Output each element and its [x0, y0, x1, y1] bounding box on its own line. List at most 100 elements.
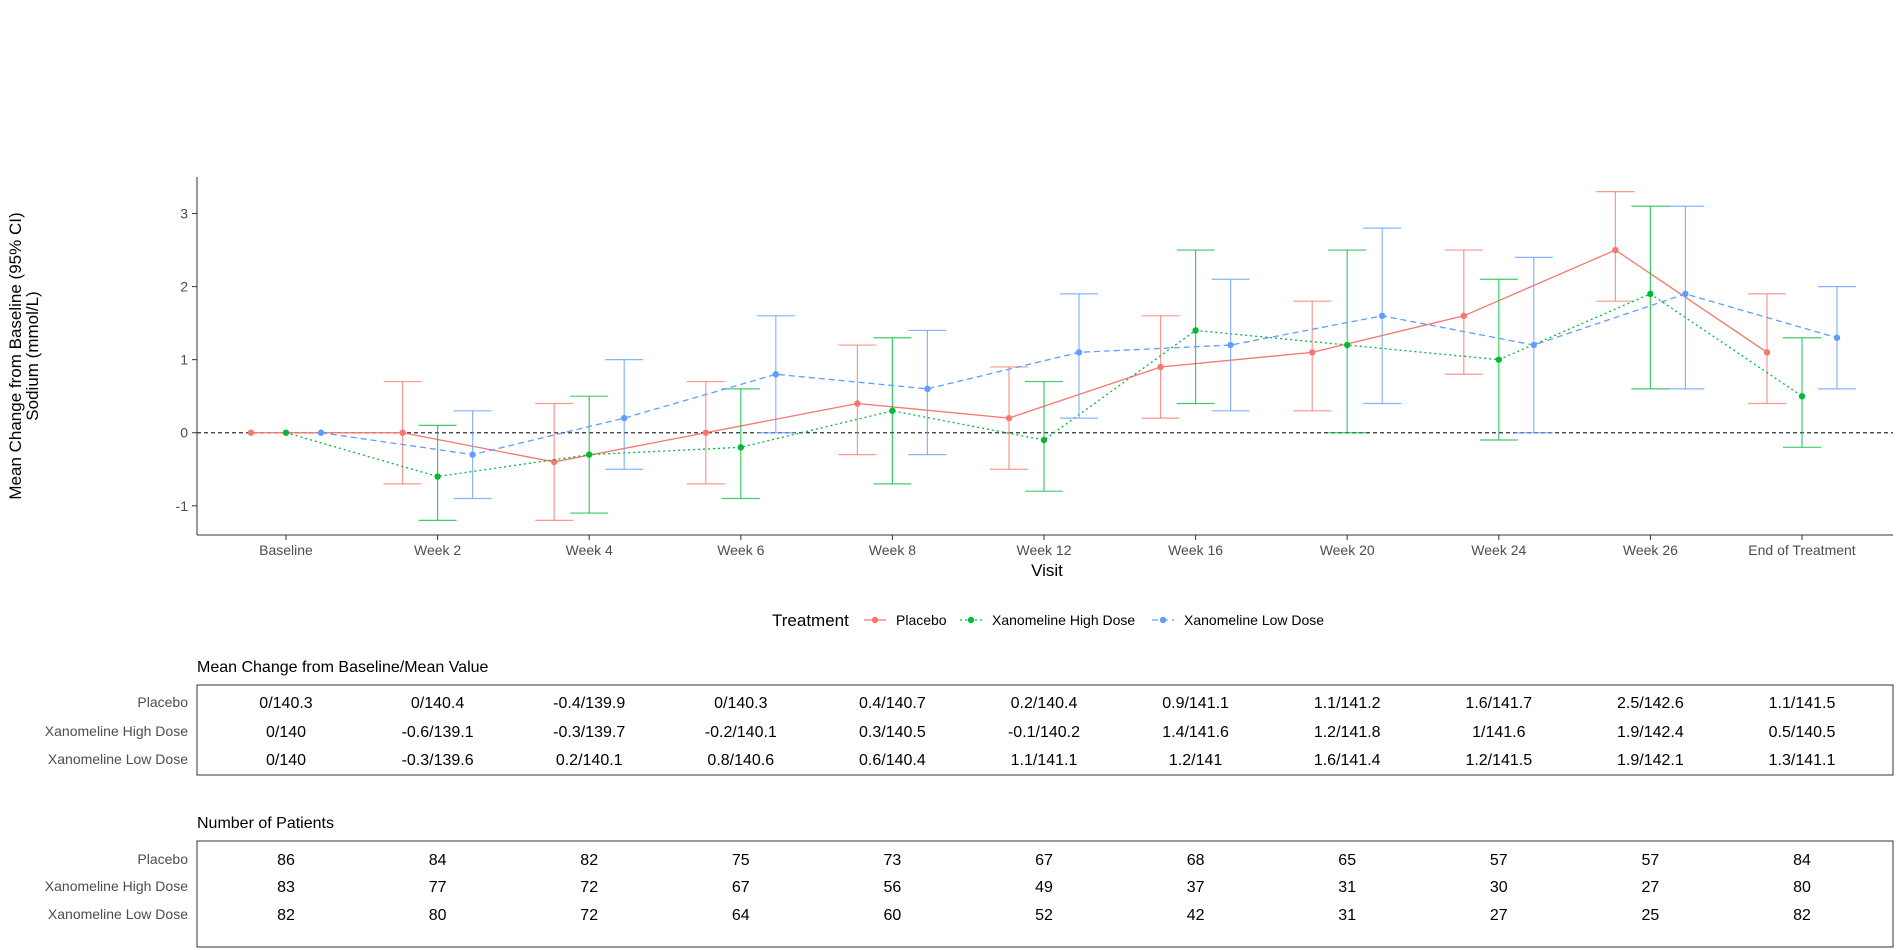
series-xanomeline-low-dose	[317, 205, 1856, 500]
table-row: Xanomeline High Dose 83 77 72 67 56 49 37 31 30 27…	[45, 878, 1811, 896]
table-cell: 67	[1035, 852, 1053, 869]
legend-swatch-point	[967, 616, 975, 624]
series-xanomeline-high-dose	[282, 205, 1821, 521]
y-tick-label: 0	[180, 425, 188, 441]
table-cell: 0.3/140.5	[859, 724, 926, 741]
table-cell: 82	[277, 907, 295, 924]
table-cell: 82	[580, 852, 598, 869]
table-cell: 80	[1793, 879, 1811, 896]
legend-label: Placebo	[896, 612, 947, 628]
x-tick-label: Week 16	[1168, 542, 1223, 558]
data-point	[434, 473, 441, 480]
data-point	[247, 429, 255, 436]
x-tick-label: Week 2	[414, 542, 461, 558]
table-cell: 1.3/141.1	[1769, 752, 1836, 769]
table-cell: 0.2/140.1	[556, 752, 623, 769]
legend-label: Xanomeline High Dose	[992, 612, 1135, 628]
error-bar	[418, 424, 457, 521]
table-cell: -0.2/140.1	[705, 724, 777, 741]
error-bar	[605, 359, 644, 470]
x-axis-title: Visit	[1031, 561, 1063, 580]
data-point	[1005, 414, 1013, 422]
error-bar	[1293, 300, 1332, 412]
table-cell: 0/140.4	[411, 695, 464, 712]
data-point	[737, 444, 744, 451]
row-label: Xanomeline Low Dose	[48, 906, 188, 922]
series-placebo	[247, 191, 1786, 521]
table-cell: 0.4/140.7	[859, 695, 926, 712]
x-tick-label: Week 8	[869, 542, 916, 558]
table-border	[196, 684, 1894, 776]
table-cell: 1/141.6	[1472, 724, 1525, 741]
y-tick-label: 1	[180, 352, 188, 368]
table-cell: 25	[1642, 907, 1660, 924]
data-point	[924, 385, 931, 393]
table-cell: 1.9/142.4	[1617, 724, 1684, 741]
table-cell: 52	[1035, 907, 1053, 924]
table-mean-change-from-baseline-mean-value: Mean Change from Baseline/Mean Value Plac…	[45, 659, 1894, 776]
table-cell: 72	[580, 879, 598, 896]
table-cell: 60	[884, 907, 902, 924]
table-cell: 1.9/142.1	[1617, 752, 1684, 769]
data-point	[854, 400, 861, 407]
data-point	[1833, 334, 1841, 341]
row-label: Xanomeline Low Dose	[48, 751, 188, 767]
error-bar	[1060, 293, 1098, 419]
table-cell: 0.5/140.5	[1769, 724, 1836, 741]
error-bar	[1025, 380, 1063, 492]
table-cell: 0/140.3	[259, 695, 312, 712]
data-point	[586, 451, 593, 458]
data-point	[1682, 290, 1689, 298]
row-label: Placebo	[137, 851, 188, 867]
legend-item-xanomeline-high-dose: Xanomeline High Dose	[960, 612, 1135, 628]
table-cell: 37	[1187, 879, 1205, 896]
data-point	[1040, 436, 1048, 444]
table-cell: 77	[429, 879, 447, 896]
data-point	[551, 458, 558, 466]
table-number-of-patients: Number of Patients Placebo 86 84 82 75 73 67 68 6…	[45, 815, 1894, 948]
table-title: Mean Change from Baseline/Mean Value	[197, 659, 489, 676]
data-point	[1530, 341, 1538, 349]
data-point	[1612, 246, 1619, 254]
data-point	[1798, 392, 1806, 400]
table-row: Xanomeline High Dose 0/140 -0.6/139.1 -0.3/…	[45, 723, 1836, 741]
table-cell: -0.6/139.1	[402, 724, 474, 741]
table-cell: 27	[1642, 879, 1660, 896]
legend-swatch-point	[1159, 616, 1167, 624]
table-row: Xanomeline Low Dose 82 80 72 64 60 52 42 31 27 25 8…	[48, 906, 1811, 924]
error-bar	[1783, 337, 1821, 448]
table-row: Placebo 0/140.3 0/140.4 -0.4/139.9 0/140.3 0.…	[137, 694, 1835, 712]
legend-label: Xanomeline Low Dose	[1184, 612, 1324, 628]
data-point	[621, 414, 628, 422]
data-point	[1495, 356, 1503, 363]
x-tick-label: Week 26	[1623, 542, 1678, 558]
table-cell: 56	[884, 879, 902, 896]
table-cell: -0.3/139.7	[553, 724, 625, 741]
table-cell: -0.3/139.6	[402, 752, 474, 769]
table-row: Xanomeline Low Dose 0/140 -0.3/139.6 0.2/14…	[48, 751, 1836, 769]
data-point	[1192, 327, 1199, 334]
table-cell: 0/140.3	[714, 695, 767, 712]
data-point	[282, 429, 290, 436]
table-cell: 1.2/141.5	[1465, 752, 1532, 769]
table-cell: 49	[1035, 879, 1053, 896]
data-point	[1075, 349, 1083, 356]
table-cell: 31	[1338, 879, 1356, 896]
error-bar	[908, 329, 947, 456]
data-point	[889, 407, 896, 414]
y-tick-label: 3	[180, 206, 188, 222]
table-cell: 86	[277, 852, 295, 869]
table-cell: 73	[884, 852, 902, 869]
legend: Treatment Placebo Xanomeline High Dose Xano…	[772, 611, 1324, 630]
table-cell: 82	[1793, 907, 1811, 924]
table-cell: 42	[1187, 907, 1205, 924]
error-bar	[1666, 205, 1705, 390]
data-point	[1379, 312, 1386, 320]
legend-item-xanomeline-low-dose: Xanomeline Low Dose	[1152, 612, 1324, 628]
x-tick-label: End of Treatment	[1748, 542, 1856, 558]
data-point	[1344, 341, 1351, 349]
table-cell: 27	[1490, 907, 1508, 924]
table-cell: 0/140	[266, 752, 306, 769]
table-cell: 1.6/141.7	[1465, 695, 1532, 712]
